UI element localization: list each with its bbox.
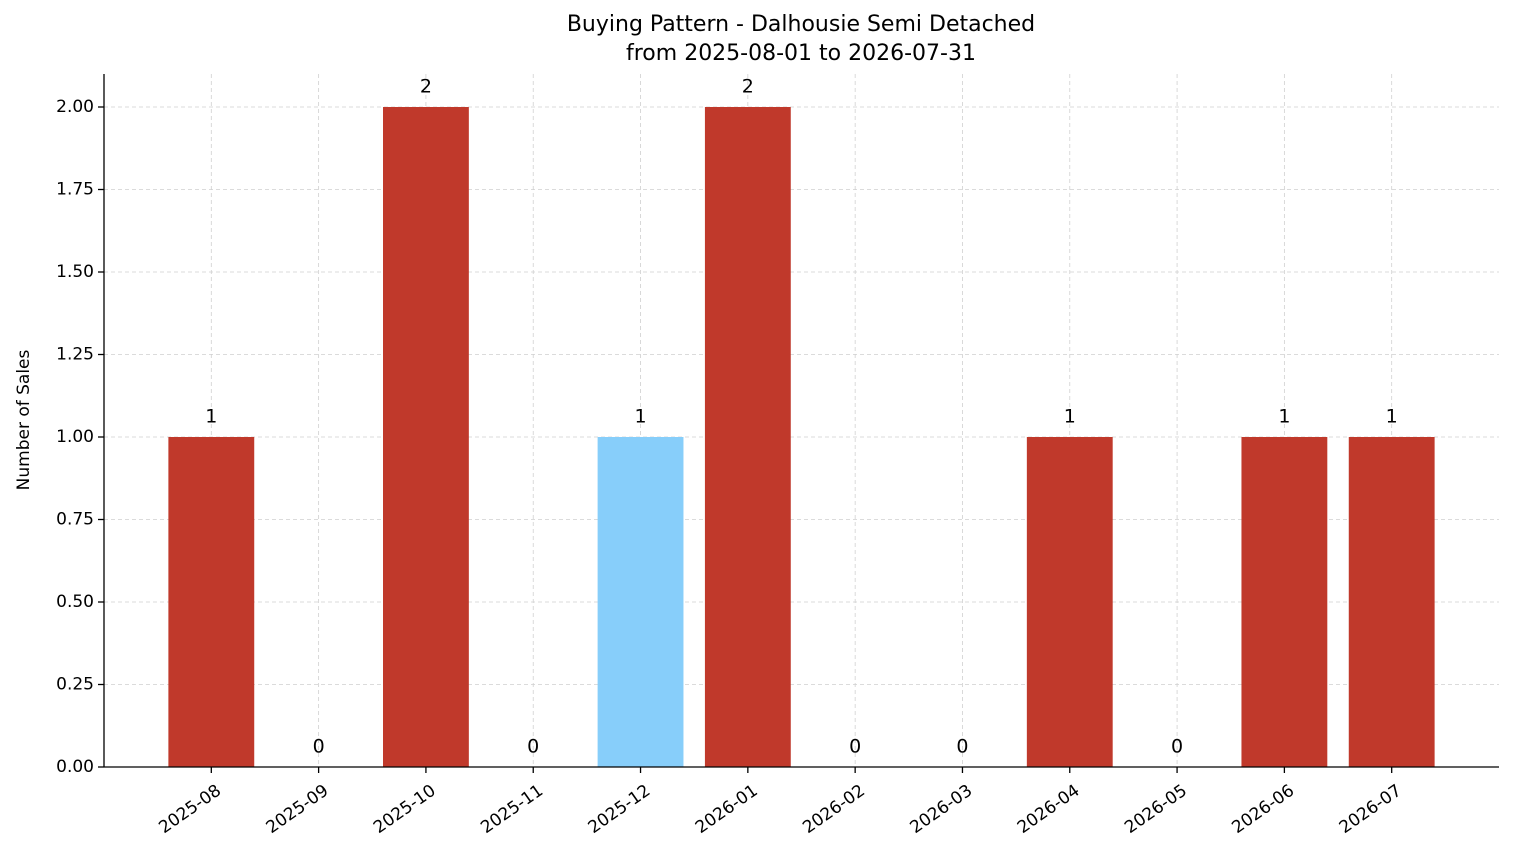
value-label: 1	[1386, 406, 1398, 428]
y-tick-label: 0.50	[56, 592, 94, 612]
bar	[704, 107, 791, 767]
x-tick-label: 2025-12	[585, 781, 655, 838]
value-label: 1	[1064, 406, 1076, 428]
x-tick-label: 2026-07	[1336, 781, 1406, 838]
chart-title: Buying Pattern - Dalhousie Semi Detached	[567, 12, 1035, 37]
y-tick-label: 1.50	[56, 262, 94, 282]
y-tick-label: 2.00	[56, 97, 94, 117]
value-label: 0	[849, 736, 861, 758]
bar	[1026, 437, 1113, 767]
bar	[1348, 437, 1435, 767]
x-tick-label: 2025-10	[370, 781, 440, 838]
y-tick-label: 0.00	[56, 757, 94, 777]
chart-subtitle: from 2025-08-01 to 2026-07-31	[626, 41, 976, 66]
bar	[168, 437, 255, 767]
value-label: 2	[742, 76, 754, 98]
bar	[597, 437, 684, 767]
value-label: 1	[205, 406, 217, 428]
x-tick-label: 2026-02	[799, 781, 869, 838]
value-label: 0	[1171, 736, 1183, 758]
bar	[383, 107, 469, 767]
y-tick-label: 0.25	[56, 675, 94, 695]
y-tick-label: 1.25	[56, 345, 94, 365]
value-label: 1	[634, 406, 646, 428]
y-tick-label: 1.75	[56, 180, 94, 200]
x-tick-label: 2026-05	[1121, 781, 1191, 838]
x-tick-label: 2026-06	[1228, 781, 1298, 838]
x-tick-label: 2025-11	[477, 781, 547, 838]
x-tick-label: 2026-04	[1014, 781, 1084, 838]
y-tick-label: 0.75	[56, 510, 94, 530]
y-axis-label: Number of Sales	[14, 349, 34, 490]
value-label: 0	[527, 736, 539, 758]
x-tick-label: 2025-09	[263, 781, 333, 838]
x-tick-label: 2026-01	[692, 781, 762, 838]
y-tick-label: 1.00	[56, 427, 94, 447]
value-label: 1	[1278, 406, 1290, 428]
x-tick-label: 2026-03	[907, 781, 977, 838]
bar	[1241, 437, 1328, 767]
value-label: 0	[956, 736, 968, 758]
x-tick-label: 2025-08	[155, 781, 225, 838]
value-label: 0	[313, 736, 325, 758]
value-label: 2	[420, 76, 432, 98]
